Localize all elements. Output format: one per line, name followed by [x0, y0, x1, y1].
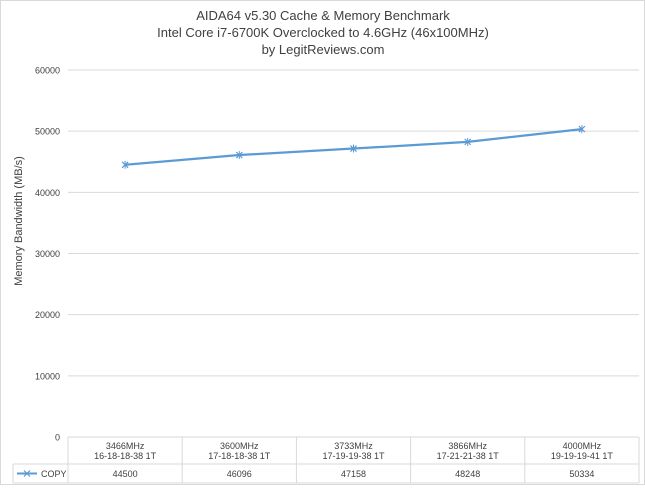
y-axis-ticks: 0 10000 20000 30000 40000 50000 60000 [35, 66, 60, 443]
table-value-cell: 48248 [455, 469, 480, 479]
data-point [350, 144, 357, 153]
x-category-label: 19-19-19-41 1T [551, 451, 614, 461]
y-tick-label: 60000 [35, 66, 60, 76]
data-point [235, 151, 243, 160]
data-point [121, 160, 129, 169]
x-category-label: 3866MHz [448, 441, 487, 451]
x-category-label: 17-21-21-38 1T [437, 451, 500, 461]
y-tick-label: 40000 [35, 188, 60, 198]
x-category-label: 17-19-19-38 1T [322, 451, 385, 461]
x-category-label: 17-18-18-38 1T [208, 451, 271, 461]
chart-title-line-3: by LegitReviews.com [262, 42, 385, 57]
data-point [578, 125, 586, 134]
table-value-cell: 50334 [569, 469, 594, 479]
x-category-label: 4000MHz [563, 441, 602, 451]
x-category-label: 3600MHz [220, 441, 259, 451]
series-copy [121, 125, 586, 169]
y-tick-label: 20000 [35, 310, 60, 320]
x-category-label: 16-18-18-38 1T [94, 451, 157, 461]
x-category-label: 3466MHz [106, 441, 145, 451]
legend-label: COPY [41, 469, 67, 479]
y-tick-label: 10000 [35, 371, 60, 381]
data-point [464, 137, 472, 146]
grid [68, 69, 639, 377]
y-tick-label: 50000 [35, 127, 60, 137]
y-axis-label: Memory Bandwidth (MB/s) [13, 156, 25, 286]
x-category-label: 3733MHz [334, 441, 373, 451]
table-value-cell: 46096 [227, 469, 252, 479]
table-value-cell: 44500 [113, 469, 138, 479]
chart-title-line-1: AIDA64 v5.30 Cache & Memory Benchmark [196, 8, 450, 23]
chart-title: AIDA64 v5.30 Cache & Memory Benchmark In… [157, 8, 489, 57]
y-tick-label: 30000 [35, 249, 60, 259]
legend-marker [23, 470, 31, 477]
table-value-cell: 47158 [341, 469, 366, 479]
chart-title-line-2: Intel Core i7-6700K Overclocked to 4.6GH… [157, 25, 489, 40]
y-tick-label: 0 [55, 433, 60, 443]
